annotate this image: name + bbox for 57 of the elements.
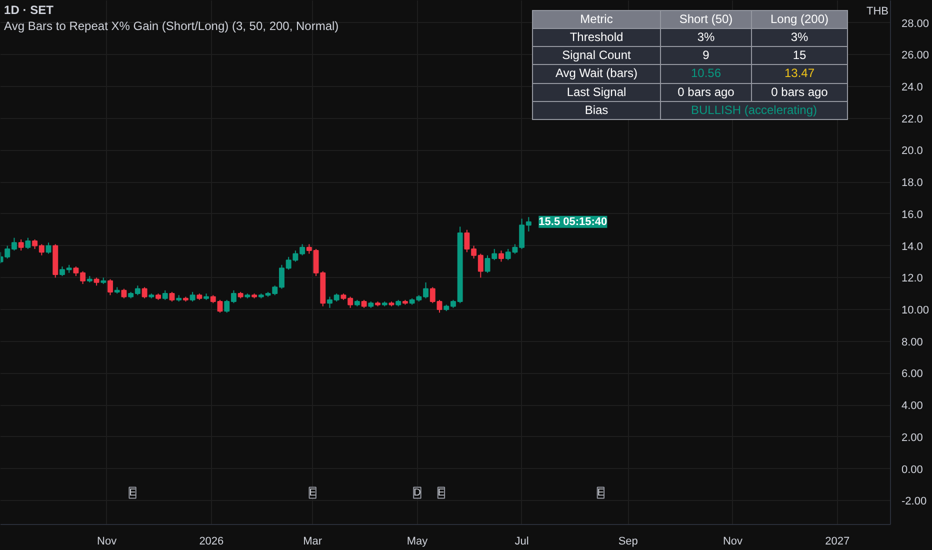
x-tick-label: 2027 — [825, 536, 850, 548]
y-axis-title: THB — [866, 6, 888, 18]
y-tick-label: 16.0 — [902, 208, 923, 221]
y-tick-label: 4.00 — [902, 400, 923, 412]
text: Avg Wait (bars) — [555, 66, 638, 80]
annotation: 15.5 05:15:40 — [538, 216, 608, 228]
annotation: E — [309, 487, 316, 498]
annotation: E — [129, 487, 136, 498]
y-tick-label: 6.00 — [902, 368, 923, 380]
y-tick-label: 18.0 — [902, 177, 923, 190]
text: 15 — [792, 48, 806, 62]
x-tick-label: Jul — [514, 536, 529, 548]
candlestick — [18, 238, 24, 252]
text: Signal Count — [562, 48, 631, 62]
y-tick-label: 10.00 — [902, 304, 930, 316]
text: Metric — [580, 12, 613, 26]
text: Threshold — [570, 30, 624, 44]
text: BULLISH (accelerating) — [690, 102, 818, 117]
candlestick — [169, 291, 175, 302]
text: Long (200) — [770, 12, 829, 26]
text: 0 bars ago — [771, 84, 828, 99]
candlestick — [190, 291, 196, 302]
text: 3% — [790, 30, 808, 44]
text: 10.56 — [690, 66, 722, 80]
annotation: D — [414, 487, 421, 498]
text: 9 — [702, 48, 710, 62]
text: 13.47 — [784, 66, 815, 80]
text: 0 bars ago — [678, 84, 734, 99]
x-tick-label: 2026 — [199, 536, 224, 548]
x-tick-label: May — [406, 536, 428, 548]
x-tick-label: Nov — [722, 536, 744, 548]
y-tick-label: 24.0 — [902, 82, 923, 94]
text: 3% — [697, 30, 715, 44]
y-tick-label: 2.00 — [902, 432, 923, 444]
y-tick-label: 0.00 — [902, 464, 923, 476]
candlestick — [121, 288, 127, 299]
x-tick-label: Sep — [618, 536, 638, 548]
candlestick — [108, 278, 113, 296]
y-tick-label: 28.00 — [902, 18, 930, 30]
text: Short (50) — [679, 12, 733, 26]
y-tick-label: 8.00 — [902, 336, 923, 348]
y-tick-label: 20.0 — [902, 145, 923, 158]
text: Last Signal — [566, 84, 626, 99]
candlestick — [142, 286, 148, 299]
x-tick-label: Nov — [97, 536, 118, 548]
x-tick-label: Mar — [303, 536, 322, 548]
chart-title: 1D · SET — [4, 3, 54, 18]
candlestick — [498, 250, 504, 262]
y-tick-label: 26.00 — [902, 50, 930, 62]
candlestick — [162, 290, 168, 300]
y-tick-label: 14.0 — [902, 240, 923, 253]
candlestick — [25, 237, 31, 250]
text: Avg Bars to Repeat X% Gain (Short/Long) (3, 50, 200, Normal) — [4, 18, 339, 33]
y-tick-label: 22.0 — [902, 113, 923, 126]
text: Bias — [584, 102, 608, 117]
y-tick-label: -2.00 — [902, 496, 927, 508]
y-tick-label: 12.0 — [902, 272, 923, 285]
